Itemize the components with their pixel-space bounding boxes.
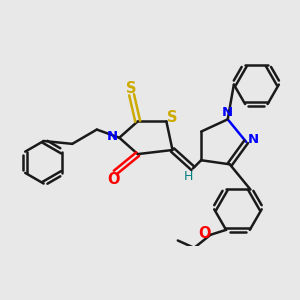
Text: O: O [107,172,119,188]
Text: N: N [106,130,118,143]
Text: N: N [221,106,233,119]
Text: H: H [184,170,194,183]
Text: S: S [167,110,178,125]
Text: S: S [126,81,137,96]
Text: O: O [198,226,211,242]
Text: N: N [248,133,259,146]
